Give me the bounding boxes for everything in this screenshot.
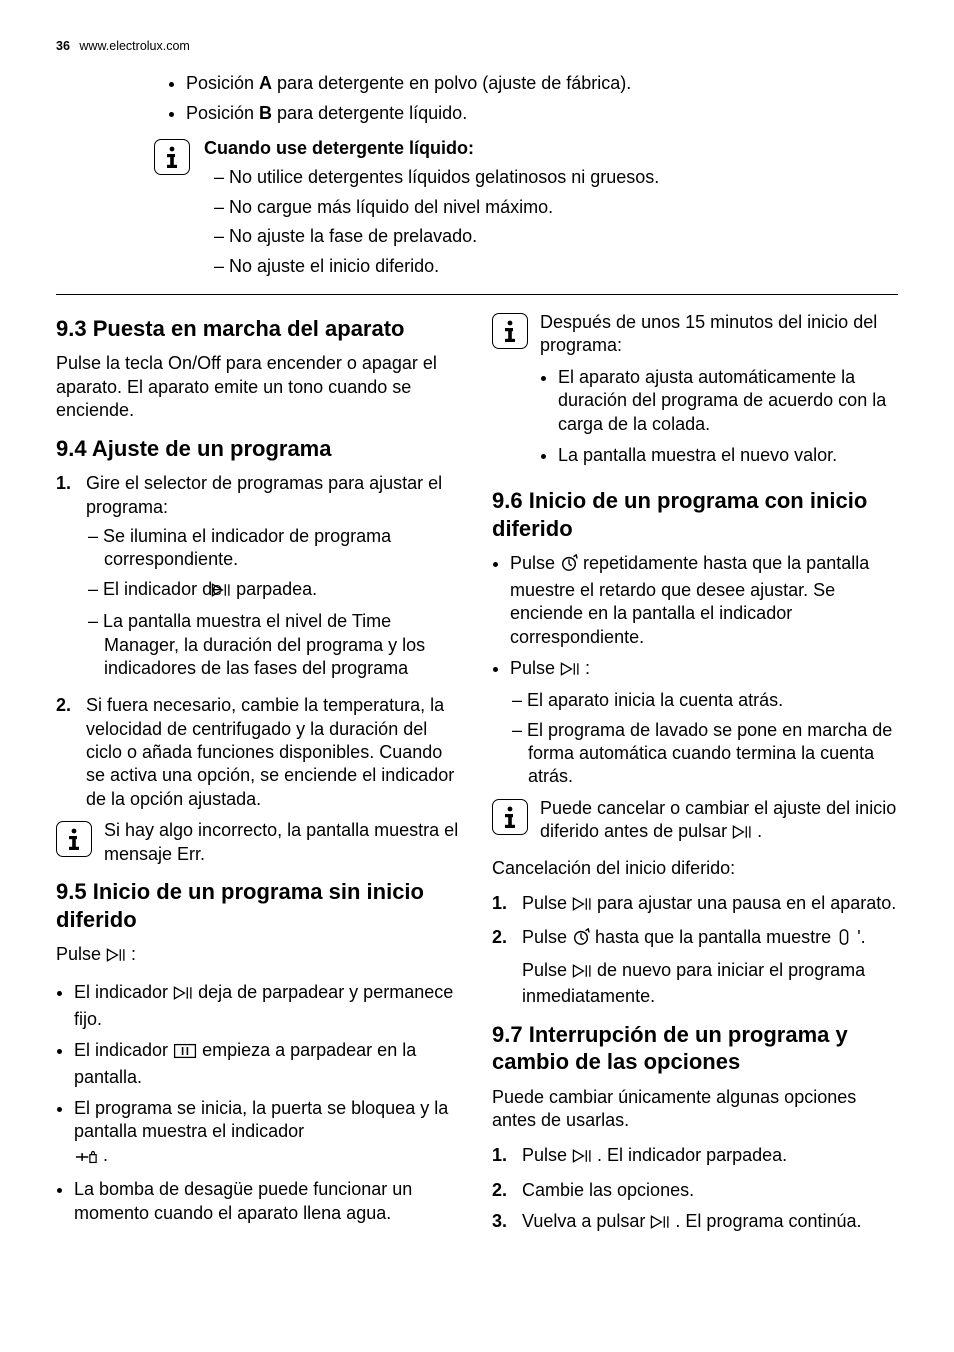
- play-pause-icon: [560, 660, 580, 683]
- info-cancel: Puede cancelar o cambiar el ajuste del i…: [492, 797, 898, 847]
- header-url: www.electrolux.com: [79, 39, 189, 53]
- play-pause-icon: [732, 823, 752, 846]
- list-item: La bomba de desagüe puede funcionar un m…: [74, 1178, 462, 1225]
- list-item: No ajuste el inicio diferido.: [230, 255, 898, 278]
- list-item: La pantalla muestra el nivel de Time Man…: [104, 610, 462, 680]
- section-9-4-steps: 1. Gire el selector de programas para aj…: [56, 472, 462, 811]
- list-item: 2. Cambie las opciones.: [492, 1179, 898, 1202]
- list-item: 1. Pulse . El indicador parpadea.: [492, 1144, 898, 1170]
- section-9-3-title: 9.3 Puesta en marcha del aparato: [56, 315, 462, 343]
- list-item: 1. Pulse para ajustar una pausa en el ap…: [492, 892, 898, 918]
- list-item: La pantalla muestra el nuevo valor.: [558, 444, 898, 467]
- section-9-6-title: 9.6 Inicio de un programa con inicio dif…: [492, 487, 898, 542]
- pause-box-icon: [173, 1042, 197, 1065]
- liquid-info: Cuando use detergente líquido: No utilic…: [154, 137, 898, 284]
- section-9-5-bullets: El indicador deja de parpadear y permane…: [74, 981, 462, 1225]
- list-item: Pulse : El aparato inicia la cuenta atrá…: [510, 657, 898, 789]
- list-item: 3. Vuelva a pulsar . El programa continú…: [492, 1210, 898, 1236]
- left-column: 9.3 Puesta en marcha del aparato Pulse l…: [56, 303, 462, 1245]
- lock-icon: [74, 1147, 98, 1170]
- list-item: 1. Gire el selector de programas para aj…: [56, 472, 462, 686]
- info-icon: [492, 799, 528, 835]
- delay-icon: [560, 554, 578, 578]
- list-item: El aparato ajusta automáticamente la dur…: [558, 366, 898, 436]
- cancel-title: Cancelación del inicio diferido:: [492, 857, 898, 880]
- list-item: El programa de lavado se pone en marcha …: [528, 719, 898, 789]
- display-icon: [836, 928, 852, 952]
- intro-list: Posición A para detergente en polvo (aju…: [168, 72, 898, 125]
- liquid-items: No utilice detergentes líquidos gelatino…: [204, 166, 898, 278]
- section-9-5-lead: Pulse :: [56, 943, 462, 969]
- section-9-7-title: 9.7 Interrupción de un programa y cambio…: [492, 1021, 898, 1076]
- section-9-4-title: 9.4 Ajuste de un programa: [56, 435, 462, 463]
- cancel-steps: 1. Pulse para ajustar una pausa en el ap…: [492, 892, 898, 1009]
- list-item: 2. Pulse hasta que la pantalla muestre '…: [492, 926, 898, 1008]
- list-item: El indicador empieza a parpadear en la p…: [74, 1039, 462, 1089]
- play-pause-icon: [650, 1213, 670, 1236]
- play-pause-icon: [572, 1147, 592, 1170]
- section-9-7-steps: 1. Pulse . El indicador parpadea. 2. Cam…: [492, 1144, 898, 1236]
- section-9-5-title: 9.5 Inicio de un programa sin inicio dif…: [56, 878, 462, 933]
- play-pause-icon: [572, 962, 592, 985]
- right-column: Después de unos 15 minutos del inicio de…: [492, 303, 898, 1245]
- info-icon: [154, 139, 190, 175]
- info-15min-bullets: El aparato ajusta automáticamente la dur…: [558, 366, 898, 468]
- list-item: No utilice detergentes líquidos gelatino…: [230, 166, 898, 189]
- list-item: El indicador de parpadea.: [104, 578, 462, 604]
- list-item: El indicador deja de parpadear y permane…: [74, 981, 462, 1031]
- list-item: Pulse repetidamente hasta que la pantall…: [510, 552, 898, 649]
- list-item: El aparato inicia la cuenta atrás.: [528, 689, 898, 712]
- list-item: 2. Si fuera necesario, cambie la tempera…: [56, 694, 462, 811]
- list-item: Se ilumina el indicador de programa corr…: [104, 525, 462, 572]
- play-pause-icon: [572, 895, 592, 918]
- divider: [56, 294, 898, 295]
- list-item: No cargue más líquido del nivel máximo.: [230, 196, 898, 219]
- page-number: 36: [56, 39, 70, 53]
- info-icon: [56, 821, 92, 857]
- intro-item: Posición B para detergente líquido.: [186, 102, 898, 125]
- info-15min: Después de unos 15 minutos del inicio de…: [492, 311, 898, 475]
- delay-icon: [572, 928, 590, 952]
- intro-item: Posición A para detergente en polvo (aju…: [186, 72, 898, 95]
- page-header: 36 www.electrolux.com: [56, 38, 898, 54]
- section-9-3-body: Pulse la tecla On/Off para encender o ap…: [56, 352, 462, 422]
- info-err: Si hay algo incorrecto, la pantalla mues…: [56, 819, 462, 866]
- info-icon: [492, 313, 528, 349]
- list-item: El programa se inicia, la puerta se bloq…: [74, 1097, 462, 1170]
- section-9-7-body: Puede cambiar únicamente algunas opcione…: [492, 1086, 898, 1133]
- liquid-title: Cuando use detergente líquido:: [204, 137, 898, 160]
- section-9-6-bullets: Pulse repetidamente hasta que la pantall…: [510, 552, 898, 789]
- play-pause-icon: [106, 946, 126, 969]
- play-pause-icon: [173, 984, 193, 1007]
- list-item: No ajuste la fase de prelavado.: [230, 225, 898, 248]
